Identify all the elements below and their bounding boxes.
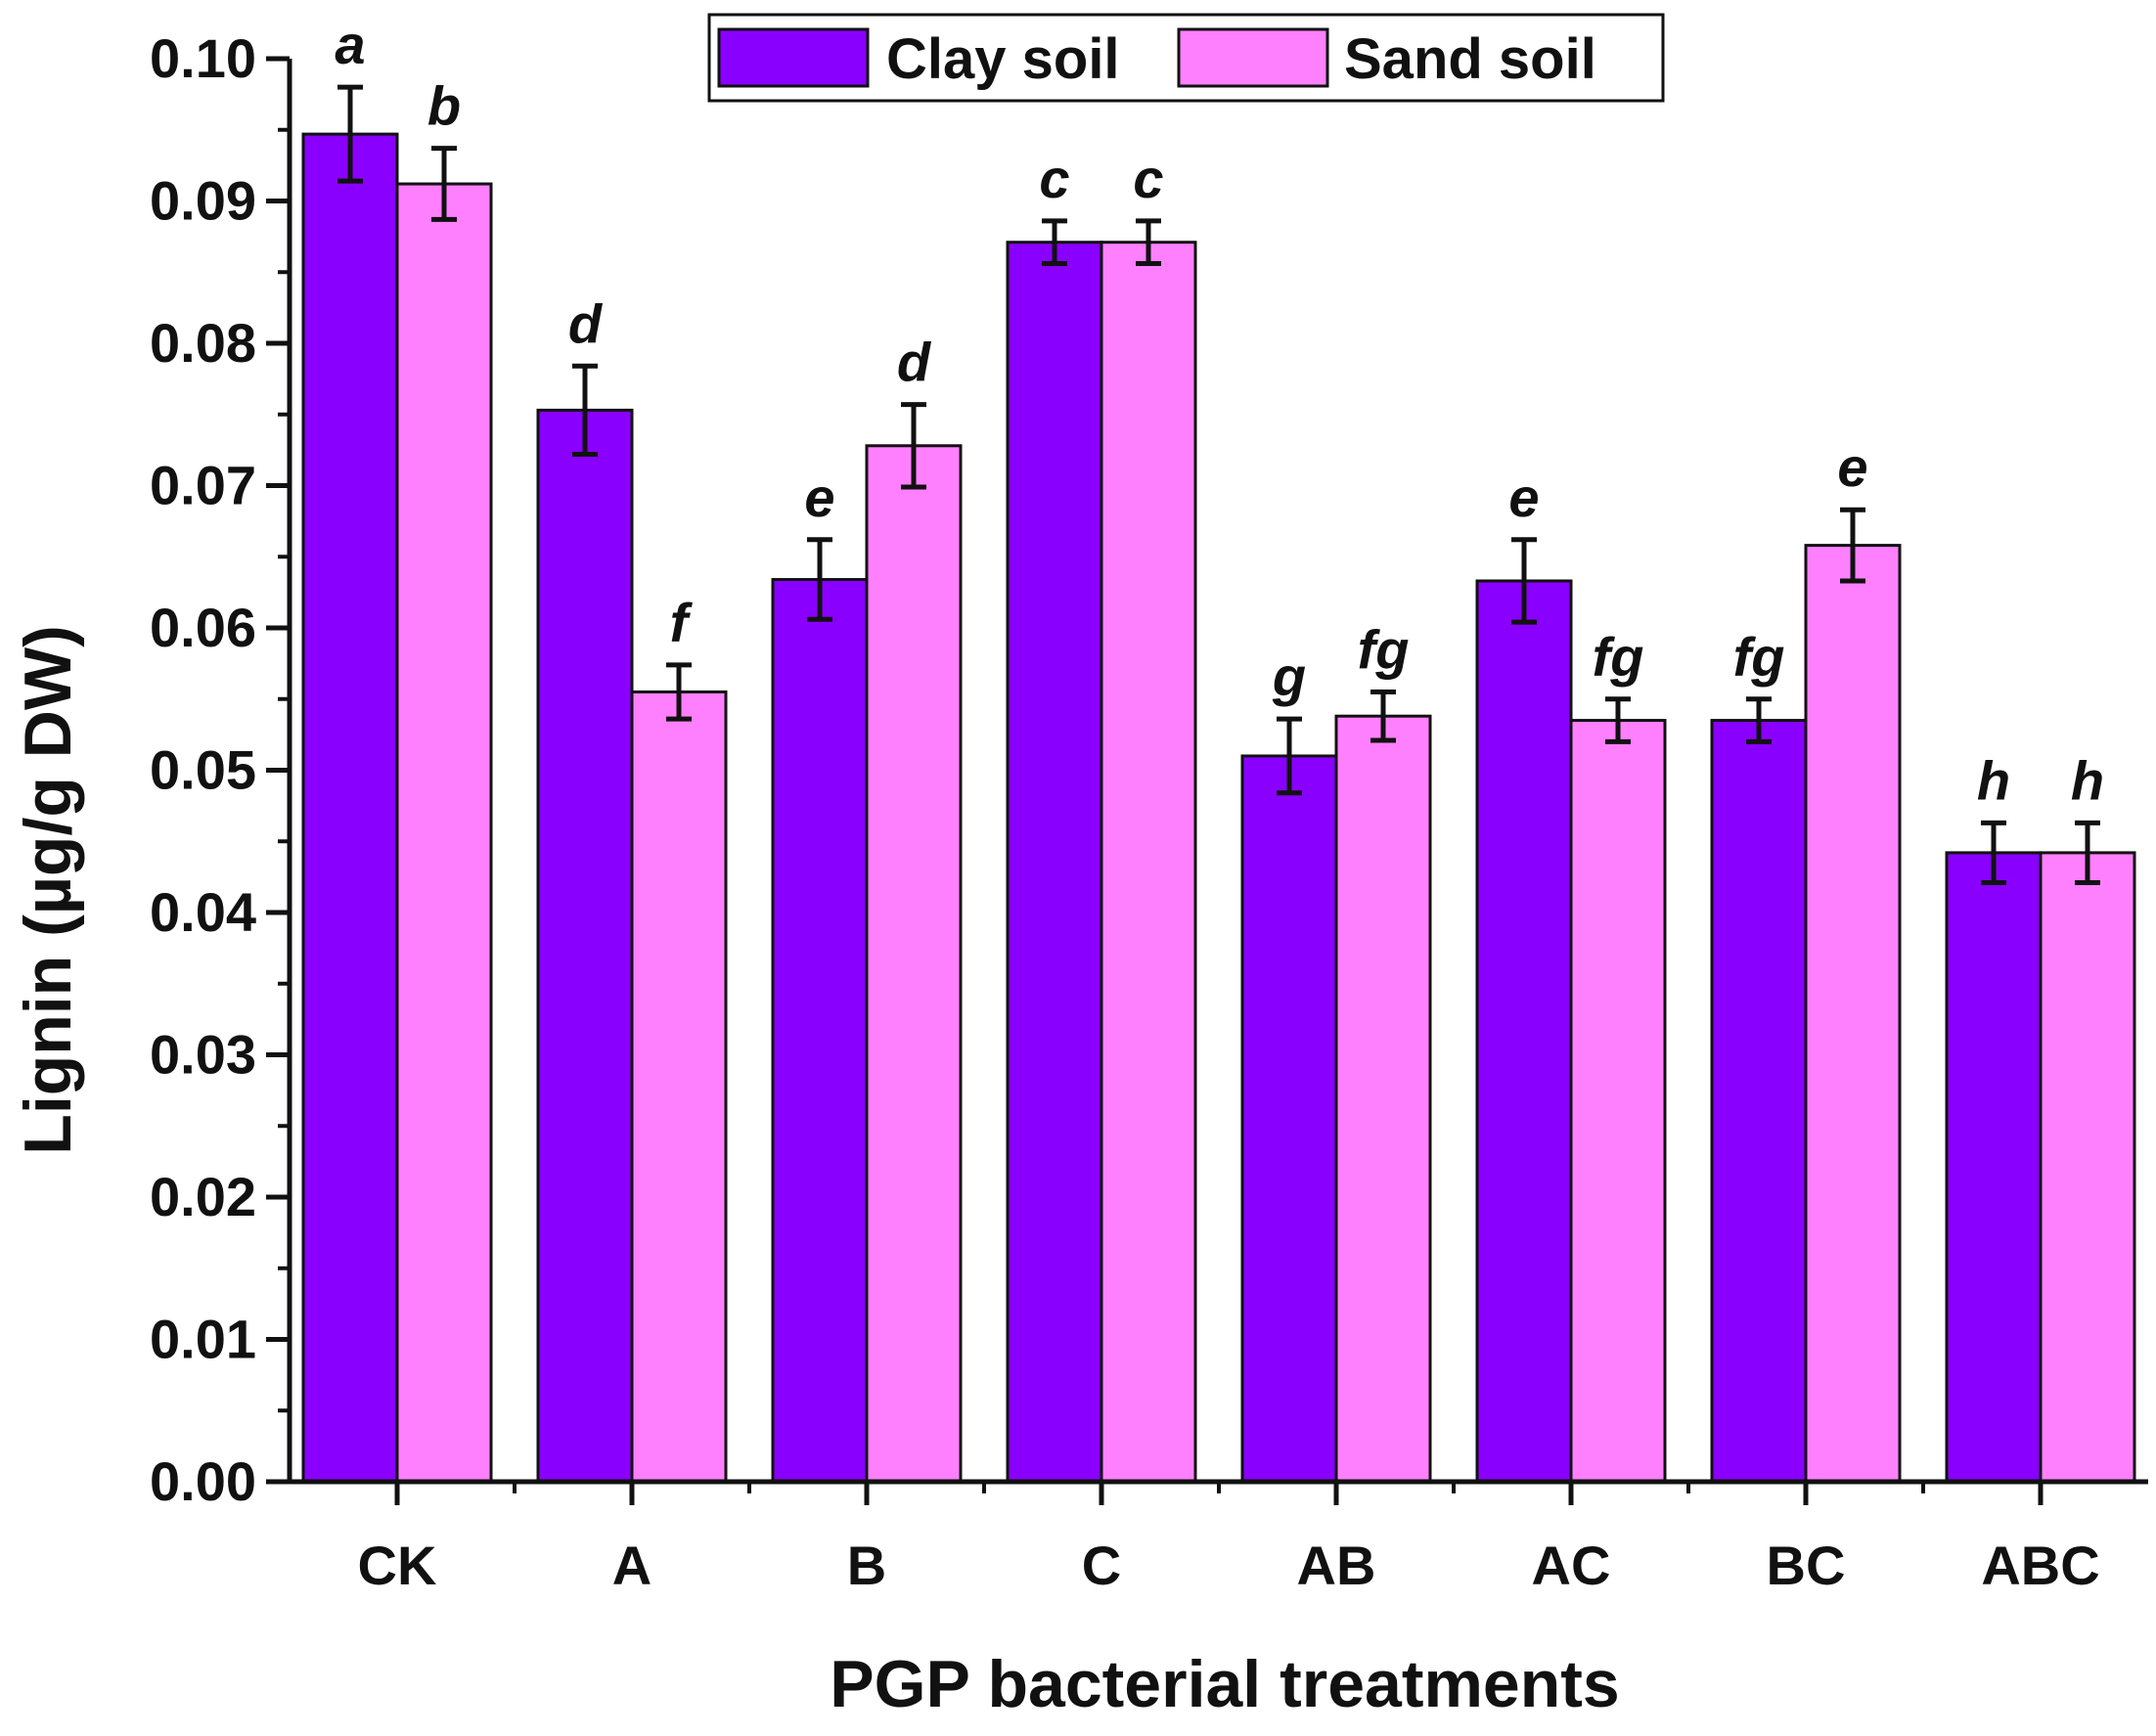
- x-tick-label-ab: AB: [1297, 1535, 1376, 1596]
- y-tick-label-0.09: 0.09: [150, 170, 256, 232]
- bar-clay-soil-bc: [1710, 719, 1808, 1484]
- bar-clay-soil-a: [536, 408, 634, 1484]
- bar-clay-soil-c: [1006, 241, 1103, 1484]
- significance-label-sand-soil-c: c: [1133, 148, 1163, 209]
- legend: Clay soil Sand soil: [707, 13, 1665, 103]
- significance-label-clay-soil-abc: h: [1977, 749, 2010, 811]
- y-tick-label-0.03: 0.03: [150, 1024, 256, 1086]
- y-tick-label-0.07: 0.07: [150, 455, 256, 516]
- y-tick-label-0.10: 0.10: [150, 27, 256, 89]
- significance-label-clay-soil-bc: fg: [1733, 626, 1785, 688]
- legend-label-sand-soil: Sand soil: [1344, 27, 1596, 91]
- legend-swatch-clay-soil: [717, 27, 870, 88]
- significance-label-clay-soil-c: c: [1039, 148, 1069, 209]
- bar-clay-soil-ac: [1475, 579, 1573, 1484]
- significance-label-clay-soil-ck: a: [335, 14, 365, 75]
- significance-label-clay-soil-ac: e: [1508, 467, 1539, 528]
- bars-layer: [301, 132, 2136, 1484]
- significance-label-clay-soil-b: e: [804, 467, 834, 528]
- bar-sand-soil-abc: [2039, 851, 2136, 1484]
- y-tick-label-0.06: 0.06: [150, 597, 256, 658]
- y-tick-label-0.01: 0.01: [150, 1309, 256, 1370]
- bar-clay-soil-ck: [301, 132, 399, 1484]
- significance-label-clay-soil-a: d: [568, 292, 604, 354]
- significance-label-sand-soil-abc: h: [2071, 749, 2104, 811]
- x-tick-label-a: A: [612, 1535, 651, 1596]
- bar-sand-soil-ab: [1334, 714, 1432, 1484]
- significance-label-sand-soil-b: d: [897, 332, 932, 393]
- x-tick-label-b: B: [847, 1535, 886, 1596]
- x-tick-label-ac: AC: [1532, 1535, 1611, 1596]
- x-tick-label-bc: BC: [1767, 1535, 1846, 1596]
- bar-clay-soil-b: [771, 578, 869, 1484]
- y-tick-label-0.05: 0.05: [150, 739, 256, 801]
- bar-clay-soil-ab: [1240, 754, 1338, 1484]
- significance-label-sand-soil-ab: fg: [1358, 618, 1410, 680]
- significance-label-sand-soil-ck: b: [427, 75, 461, 137]
- bar-sand-soil-ck: [395, 182, 493, 1484]
- legend-swatch-sand-soil: [1177, 27, 1329, 88]
- y-tick-label-0.08: 0.08: [150, 312, 256, 374]
- bar-sand-soil-a: [630, 690, 728, 1484]
- significance-label-clay-soil-ab: g: [1272, 645, 1306, 707]
- y-axis-label: Lignin (µg/g DW): [11, 625, 85, 1154]
- bar-sand-soil-b: [865, 444, 963, 1484]
- y-tick-label-0.04: 0.04: [150, 881, 256, 943]
- bar-clay-soil-abc: [1945, 851, 2043, 1484]
- bar-sand-soil-bc: [1804, 544, 1902, 1484]
- x-axis-label: PGP bacterial treatments: [830, 1647, 1620, 1721]
- bar-sand-soil-ac: [1569, 719, 1667, 1484]
- significance-label-sand-soil-ac: fg: [1593, 626, 1644, 688]
- x-tick-label-ck: CK: [358, 1535, 437, 1596]
- legend-label-clay-soil: Clay soil: [886, 27, 1120, 91]
- axes-layer: 0.00 0.01 0.02 0.03 0.04 0.05 0.06 0.07 0.08 0.09…: [150, 27, 2148, 1596]
- bar-sand-soil-c: [1100, 241, 1197, 1484]
- x-tick-label-abc: ABC: [1981, 1535, 2099, 1596]
- y-tick-label-0.02: 0.02: [150, 1166, 256, 1227]
- y-tick-label-0.00: 0.00: [150, 1450, 256, 1512]
- x-tick-label-c: C: [1082, 1535, 1121, 1596]
- error-bars-layer: [337, 84, 2100, 885]
- significance-label-sand-soil-bc: e: [1837, 436, 1867, 498]
